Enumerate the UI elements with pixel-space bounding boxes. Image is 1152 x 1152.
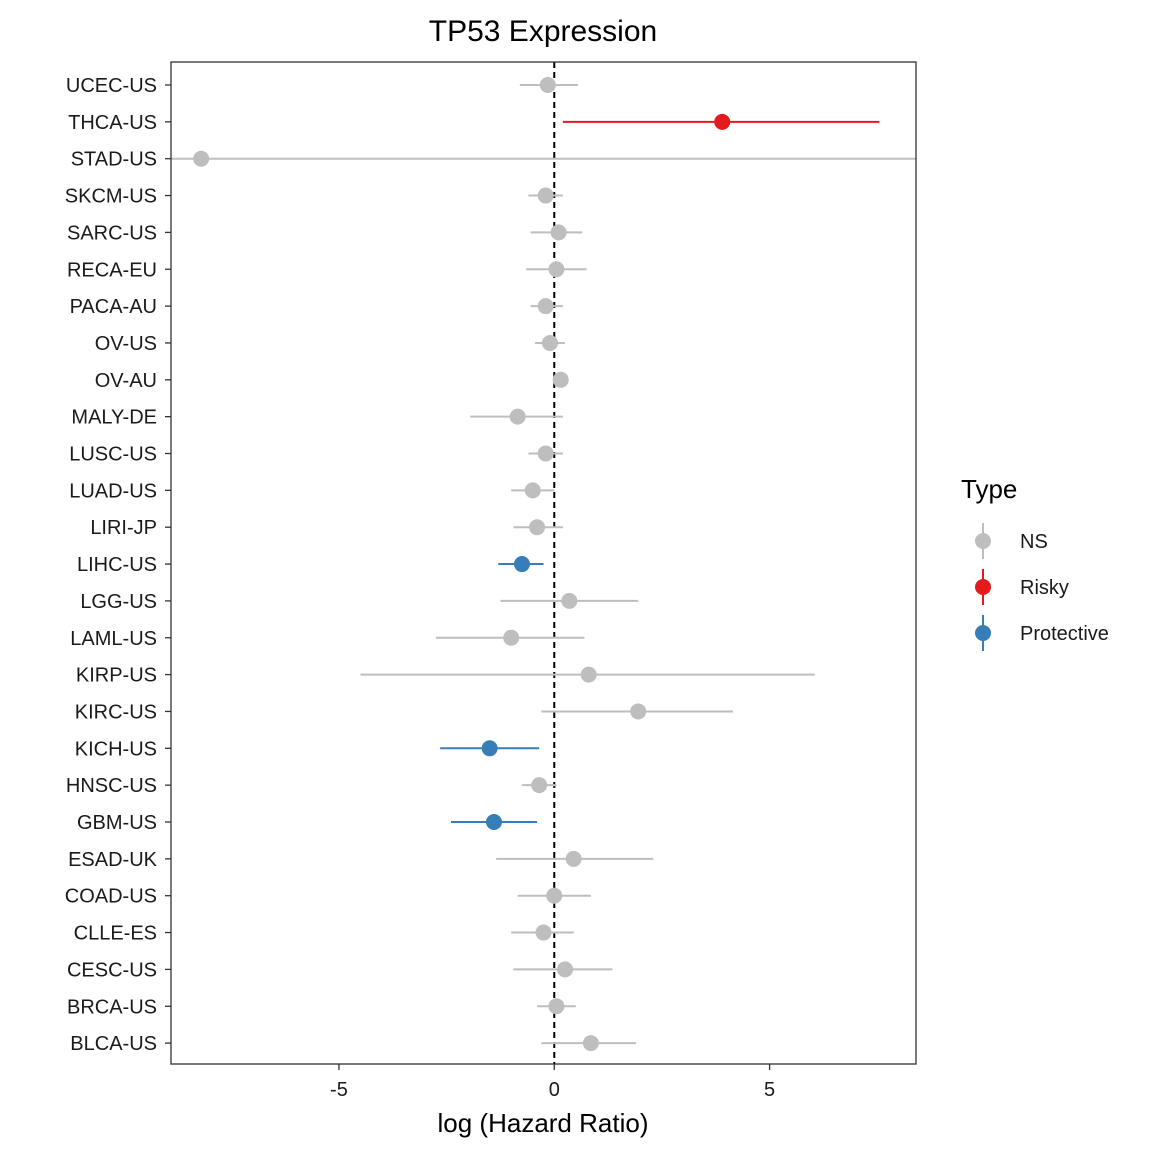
point-reca-eu [548,261,565,278]
y-tick-label-kich-us: KICH-US [75,738,157,760]
y-tick-label-stad-us: STAD-US [71,149,157,171]
point-brca-us [548,998,565,1015]
point-kirc-us [630,703,647,720]
y-tick-label-lusc-us: LUSC-US [69,444,157,466]
y-tick-label-paca-au: PACA-AU [70,296,157,318]
point-laml-us [503,629,520,646]
y-tick-label-ov-au: OV-AU [95,370,157,392]
legend-label-ns: NS [1020,531,1048,553]
point-blca-us [582,1035,599,1052]
point-liri-jp [529,519,546,536]
x-axis: -5 0 5 [330,1064,775,1101]
y-tick-label-blca-us: BLCA-US [70,1033,157,1055]
y-tick-label-gbm-us: GBM-US [77,812,157,834]
y-axis: UCEC-US THCA-US STAD-US SKCM-US SARC-US RECA-… [65,75,171,1055]
point-paca-au [537,298,554,315]
y-tick-label-esad-uk: ESAD-UK [68,849,158,871]
y-tick-label-lgg-us: LGG-US [80,591,157,613]
y-tick-label-brca-us: BRCA-US [67,996,157,1018]
point-kich-us [481,740,498,757]
y-tick-label-hnsc-us: HNSC-US [66,775,157,797]
point-esad-uk [565,850,582,867]
x-tick-label-0: -5 [330,1079,348,1101]
point-lgg-us [561,592,578,609]
legend-label-risky: Risky [1020,577,1069,599]
y-tick-label-liri-jp: LIRI-JP [90,517,157,539]
point-kirp-us [580,666,597,683]
point-ov-au [552,371,569,388]
point-stad-us [193,150,210,167]
y-tick-label-laml-us: LAML-US [70,628,157,650]
point-coad-us [546,887,563,904]
legend-key-point-ns [975,533,991,549]
plot-panel-border [170,61,917,1065]
x-axis-title: log (Hazard Ratio) [438,1108,649,1138]
point-cesc-us [557,961,574,978]
point-gbm-us [485,814,502,830]
legend-label-protective: Protective [1020,623,1109,645]
plot-clipped [171,62,916,1064]
point-ov-us [541,334,558,351]
legend: Type NS Risky Protective [961,474,1109,651]
point-thca-us [714,113,731,130]
y-tick-label-maly-de: MALY-DE [71,407,157,429]
point-skcm-us [537,187,554,204]
legend-title: Type [961,474,1017,504]
point-luad-us [524,482,541,499]
point-sarc-us [550,224,567,241]
y-tick-label-luad-us: LUAD-US [69,480,157,502]
y-tick-label-ucec-us: UCEC-US [66,75,157,97]
point-lusc-us [537,445,554,462]
y-tick-label-ov-us: OV-US [95,333,157,355]
point-maly-de [509,408,526,425]
y-tick-label-lihc-us: LIHC-US [77,554,157,576]
plot-area [171,62,916,1064]
x-tick-label-2: 5 [764,1079,775,1101]
y-tick-label-cesc-us: CESC-US [67,959,157,981]
point-hnsc-us [531,777,548,794]
x-tick-label-1: 0 [549,1079,560,1101]
y-tick-label-skcm-us: SKCM-US [65,186,157,208]
y-tick-label-clle-es: CLLE-ES [74,923,157,945]
y-tick-label-reca-eu: RECA-EU [67,259,157,281]
point-ucec-us [539,77,556,93]
chart-title: TP53 Expression [429,15,657,48]
legend-key-point-risky [975,579,991,595]
point-lihc-us [513,556,530,573]
y-tick-label-kirc-us: KIRC-US [75,701,157,723]
legend-key-point-protective [975,625,991,641]
y-tick-label-thca-us: THCA-US [68,112,157,134]
y-tick-label-sarc-us: SARC-US [67,222,157,244]
y-tick-label-coad-us: COAD-US [65,886,157,908]
point-clle-es [535,924,552,941]
y-tick-label-kirp-us: KIRP-US [76,665,157,687]
